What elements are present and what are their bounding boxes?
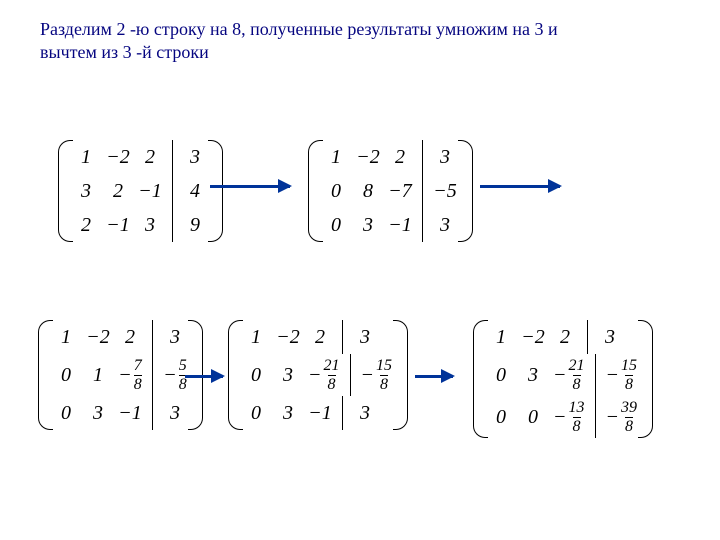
matrix-cell: −218 — [304, 358, 344, 393]
matrix-cell: 0 — [485, 364, 517, 387]
matrix-cell: −218 — [549, 358, 589, 393]
matrix-cell: −2 — [517, 326, 549, 349]
matrix-cell: −158 — [602, 358, 642, 393]
matrix-cell: −158 — [357, 358, 397, 393]
matrix-cell: −78 — [114, 358, 146, 393]
matrix-cell: 3 — [272, 364, 304, 387]
matrix-cell: 3 — [272, 402, 304, 425]
heading-text: Разделим 2 -ю строку на 8, полученные ре… — [40, 18, 680, 65]
matrix-cell: −138 — [549, 400, 589, 435]
heading-line1: Разделим 2 -ю строку на 8, полученные ре… — [40, 19, 558, 39]
matrix-1: 1−223 32−14 2−139 — [70, 140, 211, 242]
matrix-cell: 1 — [240, 326, 272, 349]
matrix-cell: 0 — [517, 406, 549, 429]
matrix-cell: −2 — [272, 326, 304, 349]
matrix-cell: −1 — [114, 402, 146, 425]
matrix-cell: 2 — [549, 326, 581, 349]
matrix-cell: 3 — [349, 326, 381, 349]
arrow-4 — [415, 375, 453, 378]
matrix-4: 1−22303−218−15803−13 — [240, 320, 396, 430]
matrix-cell: −398 — [602, 400, 642, 435]
matrix-cell: 0 — [50, 402, 82, 425]
matrix-3: 1−22301−78−5803−13 — [50, 320, 191, 430]
matrix-2: 1−223 08−7−5 03−13 — [320, 140, 461, 242]
matrix-cell: 2 — [304, 326, 336, 349]
arrow-2 — [480, 185, 560, 188]
arrow-3 — [185, 375, 223, 378]
matrix-cell: 1 — [50, 326, 82, 349]
matrix-cell: 3 — [594, 326, 626, 349]
matrix-cell: 1 — [485, 326, 517, 349]
matrix-5: 1−22303−218−15800−138−398 — [485, 320, 641, 438]
matrix-cell: 0 — [240, 402, 272, 425]
matrix-cell: 3 — [159, 402, 191, 425]
arrow-1 — [210, 185, 290, 188]
heading-line2: вычтем из 3 -й строки — [40, 42, 209, 62]
matrix-cell: 2 — [114, 326, 146, 349]
matrix-cell: 3 — [349, 402, 381, 425]
matrix-cell: 3 — [82, 402, 114, 425]
matrix-cell: 3 — [517, 364, 549, 387]
matrix-cell: 0 — [240, 364, 272, 387]
matrix-cell: 0 — [485, 406, 517, 429]
matrix-cell: 0 — [50, 364, 82, 387]
matrix-cell: −1 — [304, 402, 336, 425]
matrix-cell: 1 — [82, 364, 114, 387]
matrix-cell: 3 — [159, 326, 191, 349]
matrix-cell: −2 — [82, 326, 114, 349]
